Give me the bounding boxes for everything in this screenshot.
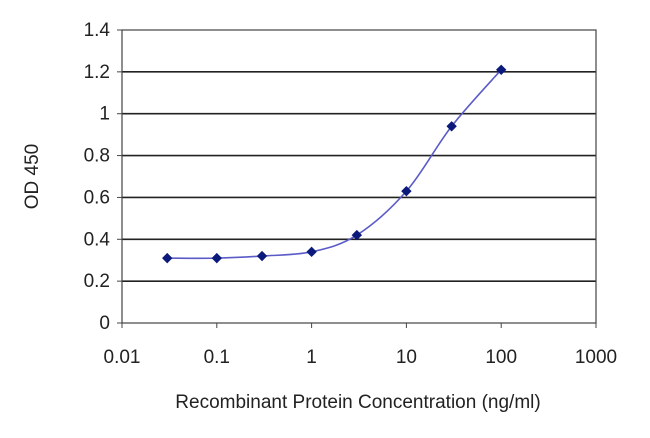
y-axis-ticks: 0 0.2 0.4 0.6 0.8 1 1.2 1.4	[84, 20, 122, 334]
y-tick-label: 0	[99, 313, 110, 334]
x-tick-label: 10	[396, 347, 417, 368]
series-line	[167, 69, 502, 260]
data-point-marker	[446, 121, 457, 132]
plot-area-frame	[121, 29, 597, 324]
data-point-marker	[351, 229, 363, 241]
data-point-marker	[401, 185, 412, 197]
y-tick-label: 1.2	[84, 62, 110, 83]
y-tick-label: 0.2	[84, 271, 110, 292]
data-point-marker	[162, 252, 173, 264]
data-point-marker	[496, 64, 507, 75]
y-tick-label: 0.6	[84, 187, 110, 208]
x-tick-label: 1	[306, 347, 317, 368]
y-tick-label: 0.4	[84, 229, 111, 250]
x-tick-label: 0.1	[204, 347, 230, 368]
x-tick-label: 0.01	[104, 347, 141, 368]
x-tick-label: 1000	[575, 347, 617, 368]
data-point-marker	[211, 252, 222, 264]
grid-layer	[122, 71, 596, 282]
data-point-marker	[256, 250, 268, 262]
x-axis-ticks: 0.01 0.1 1 10 100 1000	[104, 323, 617, 368]
data-point-marker	[306, 246, 317, 258]
series-layer	[162, 64, 507, 264]
x-tick-label: 100	[485, 347, 517, 368]
y-tick-label: 1.4	[84, 20, 111, 41]
y-tick-label: 1	[99, 104, 110, 125]
y-tick-label: 0.8	[84, 146, 110, 167]
y-axis-title: OD 450	[22, 144, 43, 209]
x-axis-title: Recombinant Protein Concentration (ng/ml…	[175, 392, 540, 413]
